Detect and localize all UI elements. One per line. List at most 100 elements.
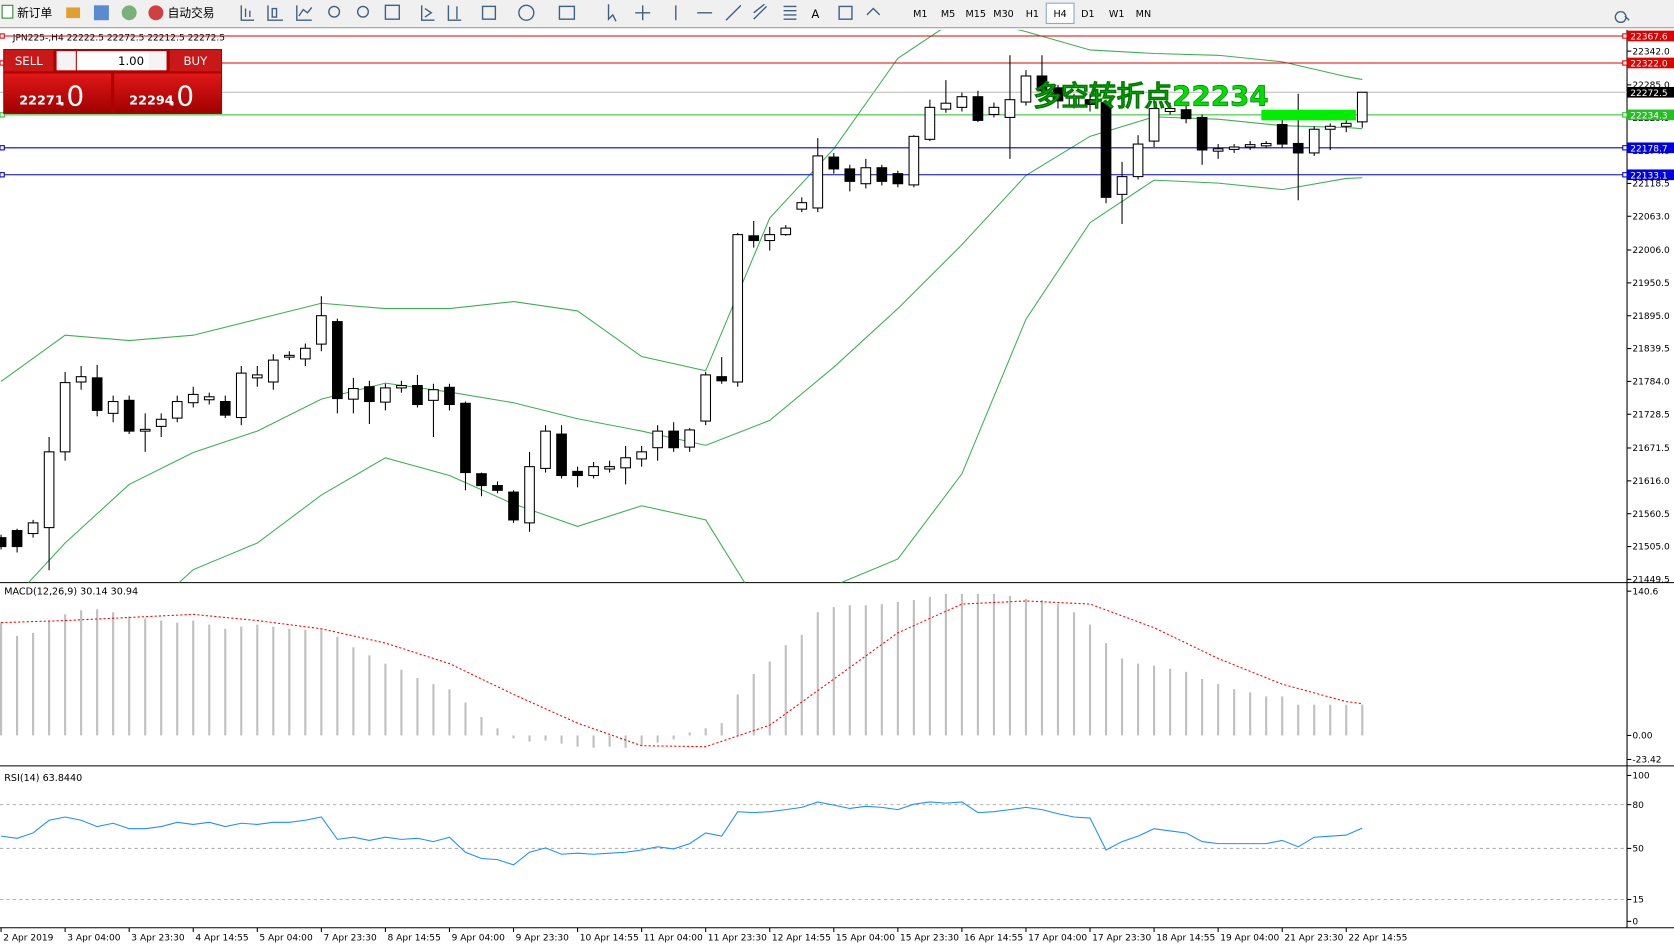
candle-body xyxy=(364,386,375,403)
level-handle[interactable] xyxy=(1622,172,1628,178)
sell-button[interactable] xyxy=(4,50,54,72)
level-handle[interactable] xyxy=(1622,112,1628,118)
icon[interactable] xyxy=(607,4,617,22)
candle-body xyxy=(187,393,199,404)
icon[interactable] xyxy=(421,5,435,21)
timeframe-button[interactable]: H1 xyxy=(1026,9,1039,20)
level-handle[interactable] xyxy=(1622,60,1628,66)
candle-body xyxy=(684,429,696,448)
icon[interactable] xyxy=(384,4,400,20)
y-tick-label: 21449.5 xyxy=(1632,576,1669,586)
level-handle[interactable] xyxy=(0,112,5,118)
level-label-bg xyxy=(1627,142,1674,154)
level-handle[interactable] xyxy=(1622,145,1628,151)
icon[interactable] xyxy=(558,5,576,20)
x-tick-label: 17 Apr 04:00 xyxy=(1028,934,1087,944)
candle-body xyxy=(572,470,583,477)
y-tick-label: 21728.5 xyxy=(1632,410,1669,420)
auto-trade-button[interactable]: 自动交易 xyxy=(148,5,215,21)
lots-up[interactable] xyxy=(149,51,167,71)
level-handle[interactable] xyxy=(1622,33,1628,39)
candle-body xyxy=(716,376,728,382)
toolbar: 新订单 自动交易 A M1 M5 M15 M30 H1 H4 D1 W1 MN xyxy=(0,0,1674,29)
active-timeframe xyxy=(1045,2,1075,24)
icon[interactable] xyxy=(267,5,283,21)
candle-body xyxy=(412,385,423,406)
candle-body xyxy=(748,235,760,242)
timeframe-button[interactable]: H4 xyxy=(1053,9,1066,20)
candle-body xyxy=(107,400,119,414)
candle-body xyxy=(139,428,151,432)
candle-body xyxy=(780,227,792,236)
candle-body xyxy=(668,430,679,449)
icon[interactable] xyxy=(518,4,535,21)
candle-body xyxy=(812,155,824,209)
signal-line xyxy=(1,600,1363,748)
sell-label: SELL xyxy=(15,54,43,68)
icon[interactable] xyxy=(240,5,255,21)
y-tick-label: 22006.0 xyxy=(1632,246,1670,256)
candle-body xyxy=(1340,122,1352,127)
ask-price: 22294 xyxy=(129,93,174,108)
candle-body xyxy=(235,372,247,419)
icon[interactable] xyxy=(296,5,313,21)
candle-body xyxy=(924,106,936,140)
timeframe-button[interactable]: M5 xyxy=(941,9,955,20)
icon[interactable] xyxy=(93,5,109,21)
candle-body xyxy=(11,530,23,548)
icon[interactable] xyxy=(447,5,462,21)
search-icon[interactable] xyxy=(1614,11,1630,24)
candle-body xyxy=(556,433,567,477)
timeframe-button[interactable]: MN xyxy=(1136,9,1151,20)
icon[interactable] xyxy=(866,7,881,16)
candle-body xyxy=(1356,91,1368,123)
timeframe-button[interactable]: W1 xyxy=(1109,9,1125,20)
timeframe-button[interactable]: M1 xyxy=(913,9,927,20)
icon[interactable] xyxy=(675,4,742,21)
candle-body xyxy=(636,451,647,460)
buy-button[interactable] xyxy=(169,50,221,72)
icon[interactable] xyxy=(635,5,651,21)
icon[interactable] xyxy=(121,5,137,21)
candle-body xyxy=(1276,123,1288,145)
level-label: 22178.7 xyxy=(1630,145,1667,155)
icon[interactable] xyxy=(753,3,768,20)
level-label-bg xyxy=(1627,57,1674,69)
icon[interactable] xyxy=(328,5,341,18)
candle-body xyxy=(940,102,952,110)
x-tick-label: 2 Apr 2019 xyxy=(3,934,53,944)
auto-trade-label: 自动交易 xyxy=(168,6,215,20)
text-tool[interactable]: A xyxy=(811,7,819,21)
lots-input[interactable] xyxy=(76,51,150,71)
icon[interactable] xyxy=(838,5,853,20)
candle-body xyxy=(428,389,439,401)
x-tick-label: 21 Apr 23:30 xyxy=(1284,934,1343,944)
level-handle[interactable] xyxy=(0,33,5,39)
icon[interactable] xyxy=(66,7,81,19)
lots-down[interactable] xyxy=(56,51,76,71)
timeframe-button[interactable]: M30 xyxy=(993,9,1013,20)
timeframe-button[interactable]: M15 xyxy=(966,9,986,20)
rsi-line xyxy=(0,801,1363,866)
new-order-button[interactable]: 新订单 xyxy=(1,4,53,20)
ask-box[interactable] xyxy=(114,73,221,113)
buy-label: BUY xyxy=(183,54,208,68)
x-tick-label: 18 Apr 14:55 xyxy=(1156,934,1215,944)
y-tick-label: 21950.5 xyxy=(1632,279,1669,289)
icon[interactable] xyxy=(481,5,497,20)
icon[interactable] xyxy=(783,5,797,20)
candle-body xyxy=(91,377,103,411)
bollinger-upper xyxy=(0,29,1363,382)
candle-body xyxy=(1308,128,1320,154)
bid-box[interactable] xyxy=(4,73,112,113)
level-handle[interactable] xyxy=(0,145,5,151)
timeframe-button[interactable]: D1 xyxy=(1081,9,1094,20)
level-label: 22234.3 xyxy=(1630,112,1668,122)
candle-body xyxy=(492,485,503,491)
candle-body xyxy=(588,466,599,477)
y-tick-label: 22118.5 xyxy=(1632,180,1669,190)
icon[interactable] xyxy=(356,5,370,18)
candle-body xyxy=(1324,125,1336,130)
level-handle[interactable] xyxy=(0,172,5,178)
